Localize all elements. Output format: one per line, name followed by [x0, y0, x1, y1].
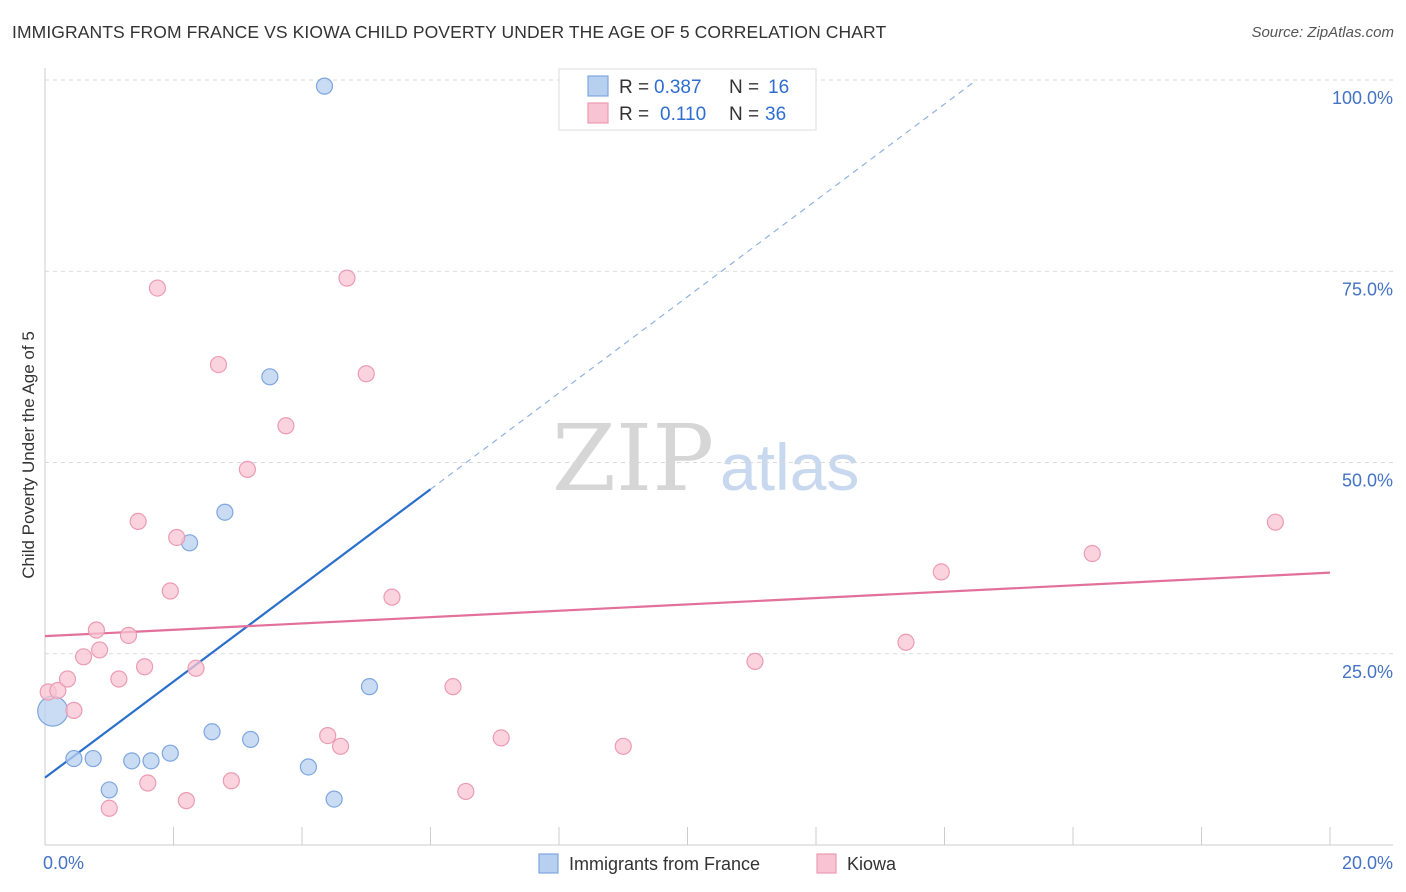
france-point-11 [261, 368, 279, 386]
kiowa-point-18 [209, 355, 228, 374]
kiowa-point-23 [331, 737, 350, 755]
chart-title: IMMIGRANTS FROM FRANCE VS KIOWA CHILD PO… [12, 22, 887, 42]
y-axis-title: Child Poverty Under the Age of 5 [19, 331, 38, 579]
kiowa-point-7 [100, 799, 118, 817]
y-tick-label-2: 75.0% [1342, 279, 1393, 299]
kiowa-point-27 [444, 678, 462, 696]
kiowa-point-1 [49, 681, 67, 700]
france-point-5 [142, 752, 160, 770]
legend-r-label-2: R = [619, 104, 649, 125]
france-point-3 [100, 781, 118, 799]
kiowa-point-32 [897, 633, 915, 651]
y-tick-labels: 25.0% 50.0% 75.0% 100.0% [1332, 88, 1393, 682]
france-point-12 [299, 758, 318, 776]
kiowa-point-30 [614, 737, 632, 755]
kiowa-point-35 [1266, 513, 1284, 531]
kiowa-point-19 [222, 772, 240, 790]
kiowa-point-3 [65, 701, 83, 719]
kiowa-point-22 [319, 727, 337, 745]
kiowa-point-16 [177, 792, 195, 810]
france-point-1 [65, 749, 83, 768]
kiowa-point-34 [1083, 544, 1101, 563]
france-point-0 [37, 695, 69, 727]
legend-r-label-1: R = [619, 77, 649, 98]
kiowa-point-31 [746, 652, 764, 671]
legend-n-value-1: 16 [768, 77, 789, 98]
y-tick-label-1: 50.0% [1342, 471, 1393, 491]
kiowa-point-20 [238, 460, 256, 478]
kiowa-point-25 [357, 365, 375, 383]
bottom-legend-swatch-blue [538, 853, 559, 874]
x-tick-label-min: 0.0% [43, 853, 84, 873]
kiowa-point-9 [119, 626, 138, 644]
legend-swatch-blue [587, 75, 609, 97]
legend-r-value-2: 0.110 [660, 104, 706, 125]
data-points [37, 77, 1284, 817]
kiowa-point-6 [91, 641, 109, 659]
kiowa-point-28 [457, 782, 475, 801]
kiowa-point-10 [129, 512, 147, 531]
france-point-8 [203, 723, 221, 741]
bottom-legend-swatch-pink [816, 853, 837, 874]
france-point-4 [123, 752, 141, 770]
legend-top: R = 0.387 N = 16 R = 0.110 N = 36 [558, 68, 817, 131]
trend-line-france [44, 488, 432, 779]
trend-lines [44, 79, 1331, 779]
france-point-2 [84, 749, 102, 768]
legend-n-label-1: N = [729, 77, 759, 98]
kiowa-point-33 [932, 563, 950, 581]
bottom-legend-label-france: Immigrants from France [569, 854, 760, 874]
france-point-9 [216, 503, 234, 521]
kiowa-point-14 [161, 582, 179, 600]
kiowa-point-15 [168, 528, 186, 547]
kiowa-point-21 [277, 417, 295, 435]
legend-r-value-1: 0.387 [654, 77, 702, 98]
y-tick-label-0: 25.0% [1342, 662, 1393, 682]
kiowa-point-8 [110, 670, 128, 688]
watermark-zip: ZIP [552, 405, 714, 512]
kiowa-point-12 [139, 774, 157, 792]
kiowa-point-5 [87, 621, 106, 639]
watermark: ZIP atlas [552, 405, 859, 512]
y-tick-label-3: 100.0% [1332, 88, 1393, 108]
legend-swatch-pink [587, 102, 609, 124]
kiowa-point-17 [187, 659, 205, 677]
watermark-atlas: atlas [720, 430, 859, 504]
france-point-10 [242, 730, 260, 749]
kiowa-point-29 [492, 729, 510, 747]
france-point-15 [360, 678, 379, 696]
france-point-14 [315, 77, 334, 95]
bottom-legend-label-kiowa: Kiowa [847, 854, 897, 874]
france-point-13 [325, 790, 343, 808]
legend-n-label-2: N = [729, 104, 759, 125]
x-tick-label-max: 20.0% [1342, 853, 1393, 873]
kiowa-point-2 [58, 670, 77, 688]
kiowa-point-4 [74, 648, 93, 666]
chart-source: Source: ZipAtlas.com [1251, 24, 1394, 41]
kiowa-point-24 [338, 269, 356, 287]
kiowa-point-26 [383, 588, 401, 606]
trend-line-france-extension [430, 79, 977, 490]
grid [45, 79, 1393, 655]
kiowa-point-13 [148, 279, 167, 297]
axes [44, 68, 1393, 846]
legend-n-value-2: 36 [765, 104, 786, 125]
trend-line-kiowa [44, 571, 1331, 638]
france-point-6 [161, 744, 179, 762]
kiowa-point-11 [135, 658, 154, 676]
legend-bottom: Immigrants from France Kiowa [538, 853, 897, 874]
